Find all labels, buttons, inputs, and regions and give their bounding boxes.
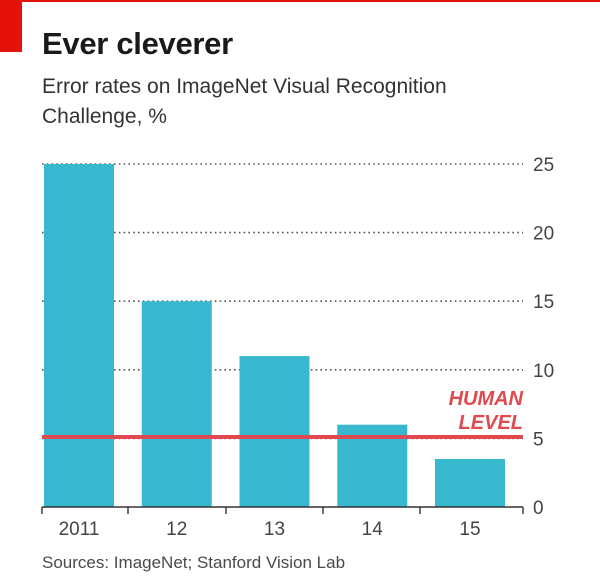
x-tick-label: 15 [459, 519, 480, 540]
bar [435, 458, 505, 507]
x-tick-label: 2011 [59, 519, 100, 540]
y-tick-label: 20 [533, 224, 554, 245]
x-tick-label: 14 [362, 519, 384, 540]
human-level-label-line: LEVEL [459, 412, 523, 434]
top-accent-rule [0, 0, 600, 2]
bar [239, 356, 310, 507]
chart-subtitle: Error rates on ImageNet Visual Recogniti… [42, 75, 447, 128]
y-tick-label: 0 [533, 498, 544, 519]
y-tick-label: 15 [533, 292, 554, 313]
chart-title: Ever cleverer [42, 26, 233, 61]
source-note: Sources: ImageNet; Stanford Vision Lab [42, 553, 346, 572]
x-tick-label: 12 [166, 519, 187, 540]
bar [44, 164, 114, 507]
y-tick-label: 5 [533, 429, 544, 450]
y-tick-label: 10 [533, 361, 554, 382]
red-tag-accent [0, 0, 22, 52]
x-tick-label: 13 [264, 519, 285, 540]
human-level-label-line: HUMAN [449, 388, 524, 410]
bar [141, 301, 212, 507]
y-tick-label: 25 [533, 155, 554, 176]
